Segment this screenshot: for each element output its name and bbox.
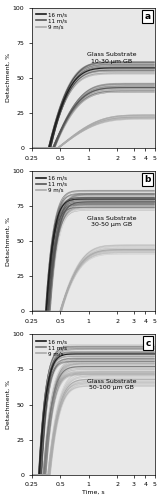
Legend: 16 m/s, 11 m/s, 9 m/s: 16 m/s, 11 m/s, 9 m/s <box>36 338 68 357</box>
Text: Glass Substrate
30-50 μm GB: Glass Substrate 30-50 μm GB <box>87 216 136 227</box>
Text: Glass Substrate
50-100 μm GB: Glass Substrate 50-100 μm GB <box>87 379 136 390</box>
X-axis label: Time, s: Time, s <box>82 490 104 494</box>
Y-axis label: Detachment, %: Detachment, % <box>6 380 11 429</box>
Text: b: b <box>145 175 151 184</box>
Text: Glass Substrate
10-30 μm GB: Glass Substrate 10-30 μm GB <box>87 52 136 64</box>
Text: a: a <box>145 12 151 21</box>
Legend: 16 m/s, 11 m/s, 9 m/s: 16 m/s, 11 m/s, 9 m/s <box>36 175 68 194</box>
Y-axis label: Detachment, %: Detachment, % <box>6 216 11 266</box>
Legend: 16 m/s, 11 m/s, 9 m/s: 16 m/s, 11 m/s, 9 m/s <box>36 12 68 30</box>
Y-axis label: Detachment, %: Detachment, % <box>6 53 11 102</box>
Text: c: c <box>145 338 151 347</box>
